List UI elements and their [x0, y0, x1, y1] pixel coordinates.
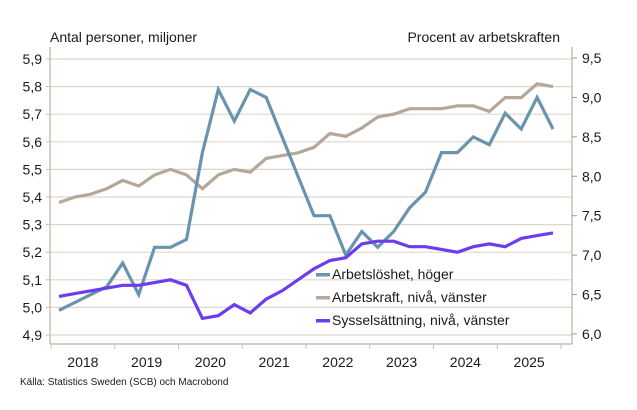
left-axis-ticks: 5,9 5,8 5,7 5,6 5,5 5,4 5,3 5,2 5,1 5,0 4,9 — [23, 51, 50, 343]
x-tick-label: 2025 — [514, 354, 545, 370]
legend-swatch — [316, 273, 330, 277]
right-tick-label: 9,0 — [582, 89, 602, 105]
left-tick-label: 5,7 — [23, 106, 43, 122]
right-tick-label: 6,5 — [582, 287, 602, 303]
x-tick-label: 2023 — [386, 354, 417, 370]
right-tick-label: 8,0 — [582, 168, 602, 184]
legend-label: Arbetslöshet, höger — [332, 266, 454, 282]
series-line-1 — [58, 82, 554, 205]
axes — [49, 47, 573, 345]
series-line-0 — [58, 84, 555, 312]
x-tick-label: 2019 — [131, 354, 162, 370]
right-tick-label: 9,5 — [582, 50, 602, 66]
x-tick-label: 2021 — [259, 354, 290, 370]
x-axis-ticks: 2018 2019 2020 2021 2022 2023 2024 2025 — [50, 344, 562, 370]
x-tick-label: 2020 — [195, 354, 226, 370]
left-tick-label: 5,4 — [23, 189, 43, 205]
left-tick-label: 5,1 — [23, 272, 43, 288]
right-tick-label: 8,5 — [582, 129, 602, 145]
legend-label: Sysselsättning, nivå, vänster — [332, 312, 510, 328]
legend-swatch — [316, 319, 330, 323]
left-tick-label: 5,5 — [23, 161, 43, 177]
source-note: Källa: Statistics Sweden (SCB) och Macro… — [20, 377, 228, 388]
x-tick-label: 2018 — [67, 354, 98, 370]
gridlines — [50, 58, 572, 336]
x-tick-label: 2024 — [450, 354, 481, 370]
series-lines — [58, 82, 555, 321]
right-tick-label: 7,0 — [582, 247, 602, 263]
right-tick-label: 7,5 — [582, 208, 602, 224]
legend-swatch — [316, 296, 330, 300]
right-axis-title: Procent av arbetskraften — [407, 29, 560, 45]
left-axis-title: Antal personer, miljoner — [50, 29, 197, 45]
left-tick-label: 5,9 — [23, 51, 43, 67]
right-axis-ticks: 9,5 9,0 8,5 8,0 7,5 7,0 6,5 6,0 — [572, 50, 602, 342]
left-tick-label: 4,9 — [23, 327, 43, 343]
left-tick-label: 5,2 — [23, 244, 43, 260]
legend: Arbetslöshet, höger Arbetskraft, nivå, vä… — [316, 266, 510, 328]
x-tick-label: 2022 — [322, 354, 353, 370]
left-tick-label: 5,0 — [23, 299, 43, 315]
series-line-2 — [58, 231, 554, 321]
left-tick-label: 5,6 — [23, 134, 43, 150]
legend-label: Arbetskraft, nivå, vänster — [332, 289, 487, 305]
left-tick-label: 5,8 — [23, 79, 43, 95]
left-tick-label: 5,3 — [23, 217, 43, 233]
right-tick-label: 6,0 — [582, 326, 602, 342]
